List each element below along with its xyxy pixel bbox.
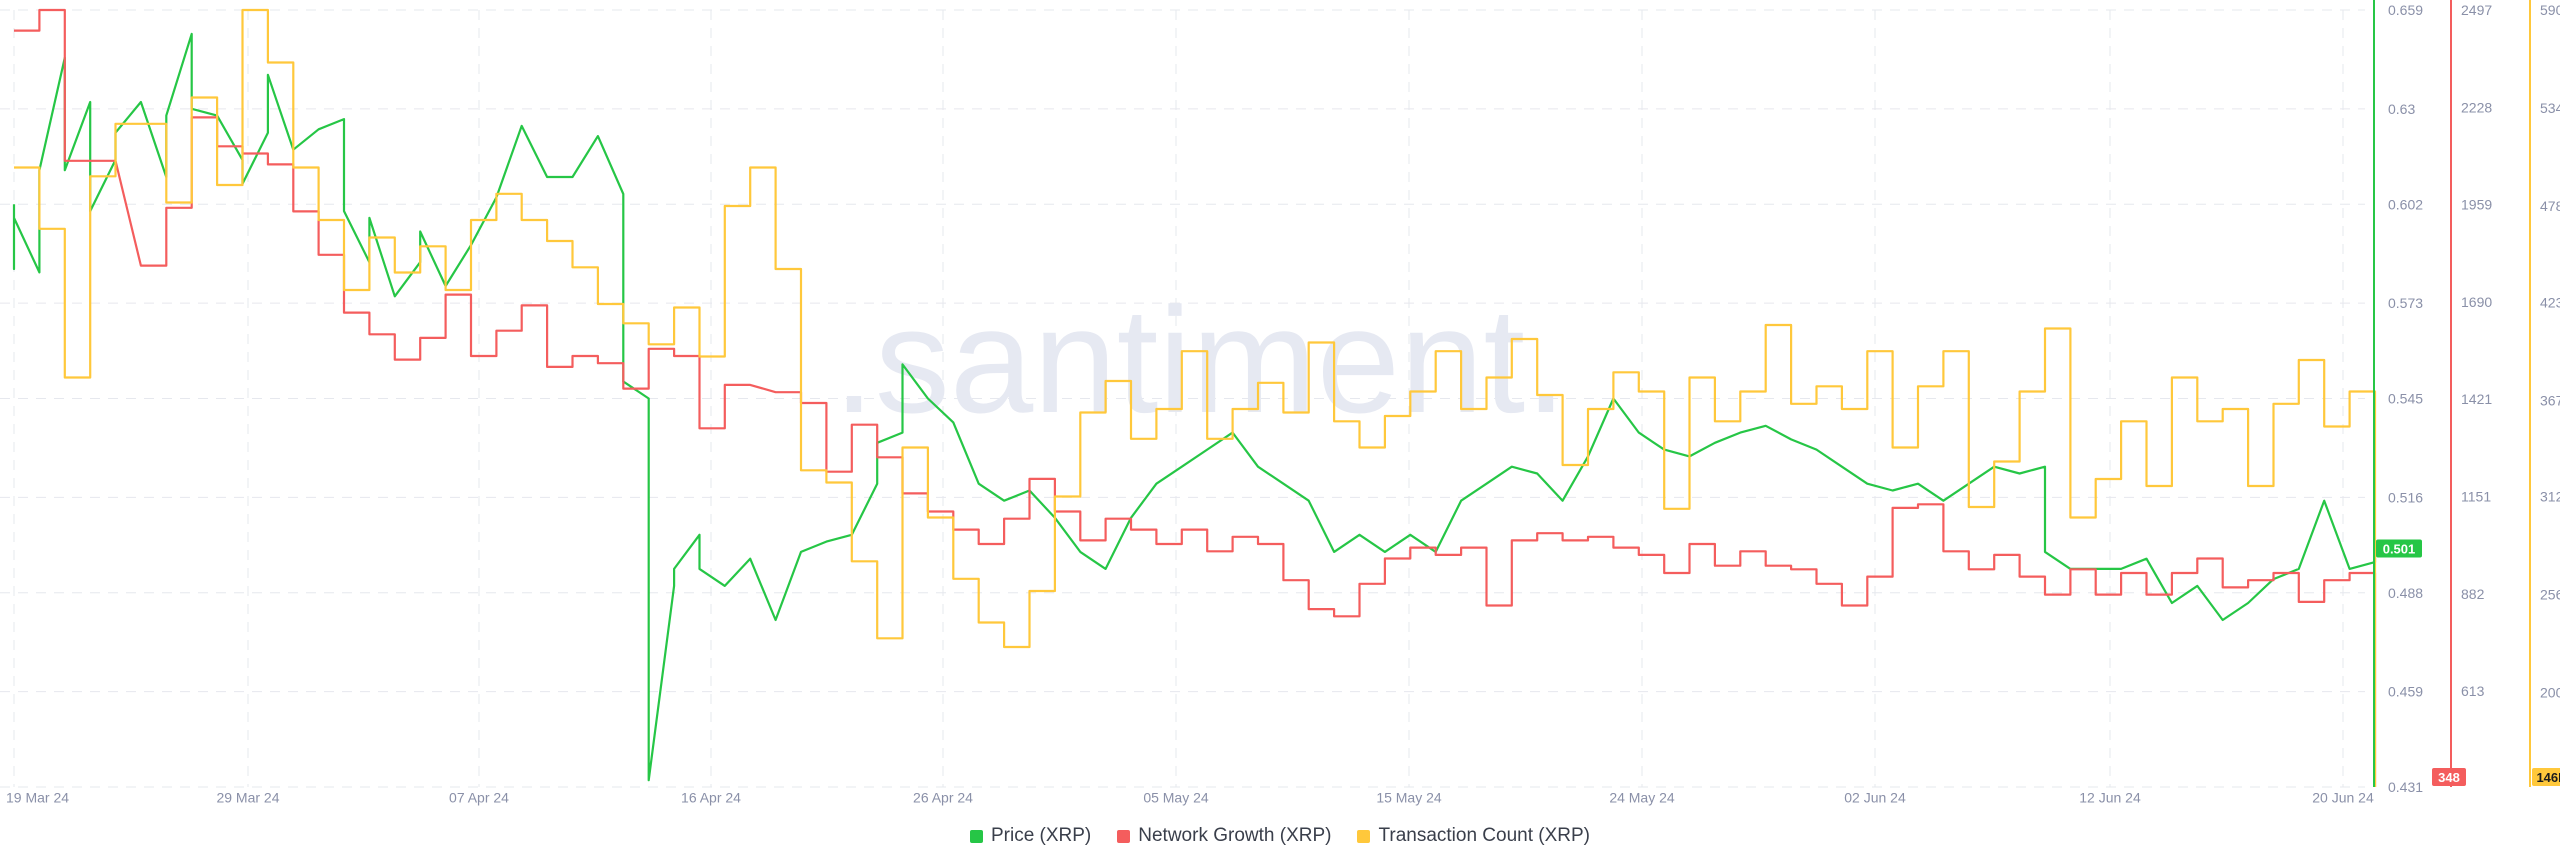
price-tick-label: 0.573: [2388, 295, 2423, 311]
x-tick-label: 19 Mar 24: [6, 789, 69, 805]
x-tick-label: 24 May 24: [1609, 789, 1675, 805]
transaction-count-tick-label: 312K: [2540, 489, 2560, 505]
transaction-count-tick-label: 478K: [2540, 198, 2560, 214]
x-tick-label: 12 Jun 24: [2079, 789, 2141, 805]
price-tick-label: 0.602: [2388, 196, 2423, 212]
network-growth-tick-label: 1151: [2461, 489, 2491, 505]
series-line-transaction-count: [14, 8, 2377, 787]
axes-layer: 19 Mar 24 29 Mar 24 07 Apr 24 16 Apr 24 26 A…: [6, 0, 2560, 805]
price-tick-label: 0.545: [2388, 391, 2423, 407]
network-growth-swatch-icon: [1117, 829, 1131, 843]
legend-item-transaction-count[interactable]: Transaction Count (XRP): [1357, 825, 1590, 847]
price-tick-label: 0.488: [2388, 585, 2423, 601]
x-tick-label: 05 May 24: [1143, 789, 1209, 805]
watermark: .santiment.: [833, 276, 1567, 444]
network-growth-tick-label: 1690: [2461, 294, 2492, 310]
price-swatch-icon: [969, 829, 983, 843]
x-tick-label: 15 May 24: [1376, 789, 1442, 805]
transaction-count-tick-label: 367K: [2540, 392, 2560, 408]
x-tick-label: 20 Jun 24: [2312, 789, 2374, 805]
transaction-count-tick-label: 200K: [2540, 685, 2560, 701]
network-growth-current-badge: 348: [2432, 768, 2466, 786]
network-growth-tick-label: 1421: [2461, 391, 2492, 407]
network-growth-tick-label: 2228: [2461, 99, 2492, 115]
x-tick-label: 29 Mar 24: [216, 789, 279, 805]
legend-label-transaction-count: Transaction Count (XRP): [1378, 825, 1591, 846]
price-current-badge-bg: [2376, 539, 2422, 558]
network-growth-current-badge-bg: [2432, 768, 2466, 786]
x-tick-label: 16 Apr 24: [681, 789, 741, 805]
legend-item-price[interactable]: Price (XRP): [969, 825, 1092, 847]
legend-item-network-growth[interactable]: Network Growth (XRP): [1117, 825, 1331, 847]
network-growth-current-badge-text: 348: [2438, 770, 2460, 785]
x-tick-label: 02 Jun 24: [1844, 789, 1906, 805]
network-growth-tick-label: 882: [2461, 586, 2485, 602]
network-growth-tick-label: 1959: [2461, 197, 2492, 213]
series-layer: [12, 8, 2377, 787]
legend: Price (XRP) Network Growth (XRP) Transac…: [0, 824, 2560, 848]
transaction-count-current-badge-text: 146K: [2536, 770, 2560, 785]
legend-label-price: Price (XRP): [990, 825, 1092, 846]
price-tick-label: 0.516: [2388, 489, 2423, 505]
transaction-count-current-badge-bg: [2532, 768, 2560, 786]
price-tick-label: 0.63: [2388, 101, 2415, 117]
network-growth-tick-label: 2497: [2461, 2, 2492, 18]
price-current-badge: 0.501: [2376, 539, 2422, 558]
transaction-count-swatch-icon: [1357, 829, 1371, 843]
price-tick-label: 0.459: [2388, 684, 2423, 700]
network-growth-tick-label: 613: [2461, 683, 2485, 699]
x-tick-label: 26 Apr 24: [913, 789, 973, 805]
transaction-count-tick-label: 423K: [2540, 294, 2560, 310]
series-line-price: [12, 32, 2377, 782]
transaction-count-current-badge: 146K: [2532, 768, 2560, 786]
transaction-count-tick-label: 534K: [2540, 100, 2560, 116]
price-current-badge-text: 0.501: [2383, 541, 2416, 556]
price-tick-label: 0.431: [2388, 779, 2423, 795]
price-tick-label: 0.659: [2388, 2, 2423, 18]
x-tick-label: 07 Apr 24: [449, 789, 509, 805]
legend-label-network-growth: Network Growth (XRP): [1138, 825, 1332, 846]
series-line-network-growth: [14, 8, 2377, 787]
transaction-count-tick-label: 590K: [2540, 2, 2560, 18]
grid: [0, 9, 2365, 788]
transaction-count-tick-label: 256K: [2540, 587, 2560, 603]
